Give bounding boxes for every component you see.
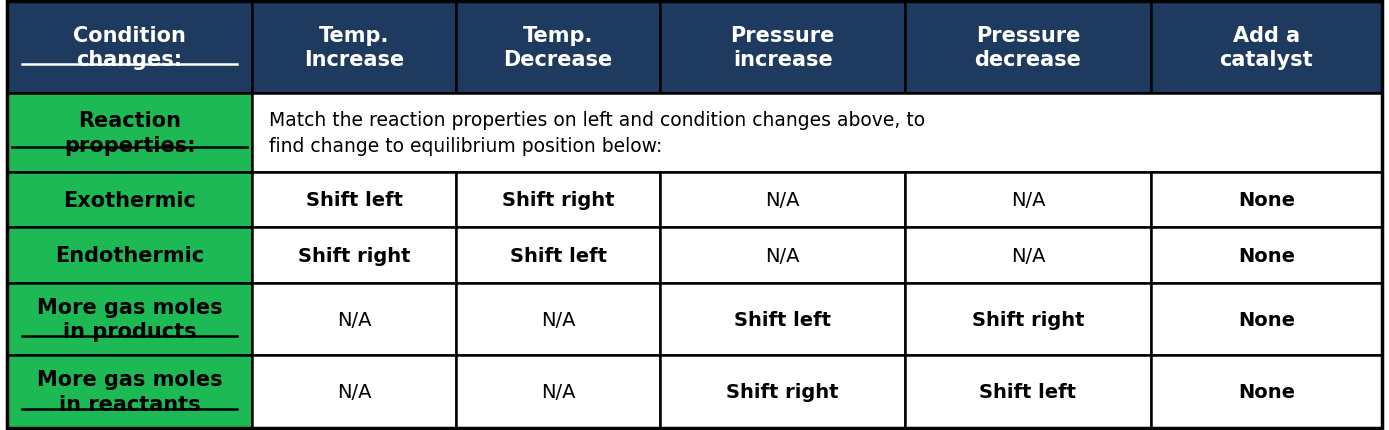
- Bar: [660, 356, 906, 428]
- Text: N/A: N/A: [338, 310, 371, 329]
- Bar: [1150, 283, 1382, 356]
- Text: Reaction
properties:: Reaction properties:: [64, 111, 196, 155]
- Text: Exothermic: Exothermic: [63, 190, 196, 210]
- Bar: [1150, 2, 1382, 94]
- Bar: [7, 94, 253, 172]
- Bar: [456, 283, 660, 356]
- Text: Shift left: Shift left: [510, 246, 607, 265]
- Text: N/A: N/A: [540, 382, 575, 401]
- Text: None: None: [1238, 310, 1295, 329]
- Bar: [253, 2, 456, 94]
- Bar: [1150, 172, 1382, 228]
- Text: More gas moles
in reactants: More gas moles in reactants: [36, 369, 222, 414]
- Text: None: None: [1238, 190, 1295, 209]
- Bar: [906, 356, 1150, 428]
- Text: Temp.
Increase: Temp. Increase: [304, 25, 404, 70]
- Text: Shift right: Shift right: [726, 382, 839, 401]
- Bar: [660, 2, 906, 94]
- Bar: [1150, 356, 1382, 428]
- Bar: [906, 283, 1150, 356]
- Text: N/A: N/A: [540, 310, 575, 329]
- Bar: [253, 356, 456, 428]
- Bar: [906, 2, 1150, 94]
- Text: N/A: N/A: [1011, 190, 1045, 209]
- Text: Temp.
Decrease: Temp. Decrease: [503, 25, 613, 70]
- Text: Shift right: Shift right: [297, 246, 410, 265]
- Text: Endothermic: Endothermic: [56, 246, 204, 265]
- Bar: [253, 283, 456, 356]
- Text: Shift left: Shift left: [735, 310, 831, 329]
- Text: Shift right: Shift right: [501, 190, 614, 209]
- Bar: [456, 172, 660, 228]
- Bar: [456, 2, 660, 94]
- Bar: [906, 228, 1150, 283]
- Bar: [1150, 228, 1382, 283]
- Bar: [660, 228, 906, 283]
- Text: Pressure
decrease: Pressure decrease: [975, 25, 1082, 70]
- Text: N/A: N/A: [765, 246, 800, 265]
- Bar: [253, 172, 456, 228]
- Text: Shift left: Shift left: [306, 190, 403, 209]
- Text: N/A: N/A: [338, 382, 371, 401]
- Bar: [7, 228, 253, 283]
- Text: Condition
changes:: Condition changes:: [74, 25, 186, 70]
- Text: Match the reaction properties on left and condition changes above, to
find chang: Match the reaction properties on left an…: [269, 111, 925, 156]
- Bar: [253, 94, 1382, 172]
- Bar: [456, 356, 660, 428]
- Text: N/A: N/A: [765, 190, 800, 209]
- Text: Shift right: Shift right: [972, 310, 1085, 329]
- Bar: [7, 2, 253, 94]
- Text: None: None: [1238, 246, 1295, 265]
- Bar: [253, 228, 456, 283]
- Text: N/A: N/A: [1011, 246, 1045, 265]
- Bar: [7, 172, 253, 228]
- Text: Add a
catalyst: Add a catalyst: [1220, 25, 1313, 70]
- Bar: [906, 172, 1150, 228]
- Bar: [660, 283, 906, 356]
- Bar: [7, 283, 253, 356]
- Text: Shift left: Shift left: [979, 382, 1076, 401]
- Text: Pressure
increase: Pressure increase: [731, 25, 835, 70]
- Bar: [660, 172, 906, 228]
- Text: More gas moles
in products: More gas moles in products: [36, 297, 222, 342]
- Text: None: None: [1238, 382, 1295, 401]
- Bar: [7, 356, 253, 428]
- Bar: [456, 228, 660, 283]
